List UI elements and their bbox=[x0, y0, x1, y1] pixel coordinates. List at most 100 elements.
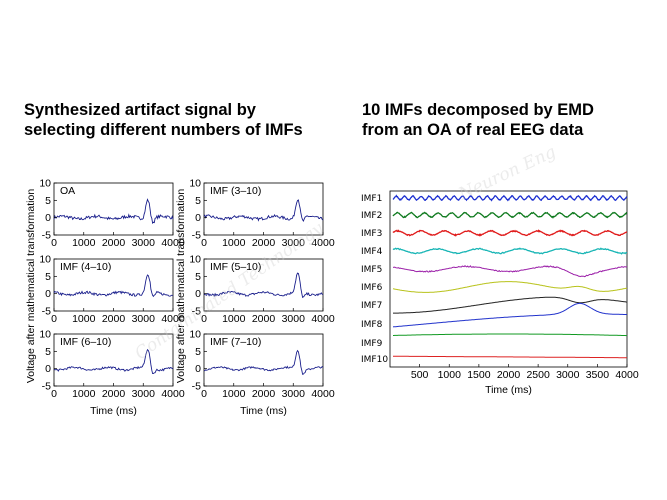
y-axis-label: Voltage after mathematical transformatio… bbox=[175, 189, 187, 384]
y-tick-label: 10 bbox=[189, 254, 201, 266]
panel-frame bbox=[203, 182, 324, 236]
y-tick-label: 5 bbox=[195, 271, 201, 283]
x-tick-label: 2000 bbox=[102, 388, 126, 400]
imf-series-label: IMF1 bbox=[361, 194, 382, 204]
panel-label: IMF (3–10) bbox=[210, 185, 261, 197]
x-tick-label: 3000 bbox=[132, 313, 156, 325]
x-tick-label: 3000 bbox=[132, 237, 156, 249]
imf-series-9 bbox=[393, 333, 627, 337]
panel-frame bbox=[203, 258, 324, 312]
panel-label: IMF (4–10) bbox=[60, 261, 111, 273]
x-tick-label: 2000 bbox=[252, 313, 276, 325]
panel-label: IMF (7–10) bbox=[210, 336, 261, 348]
panel-frame bbox=[53, 182, 174, 236]
x-tick-label: 1000 bbox=[222, 237, 246, 249]
y-tick-label: 0 bbox=[195, 212, 201, 224]
panel-frame bbox=[203, 333, 324, 387]
x-tick-label: 3000 bbox=[282, 388, 306, 400]
x-tick-label: 2500 bbox=[526, 369, 550, 381]
right-heading: 10 IMFs decomposed by EMD from an OA of … bbox=[362, 100, 594, 140]
x-tick-label: 1000 bbox=[72, 313, 96, 325]
x-tick-label: 3000 bbox=[282, 313, 306, 325]
imf-series-8 bbox=[392, 302, 628, 328]
x-tick-label: 4000 bbox=[311, 313, 335, 325]
x-tick-label: 0 bbox=[201, 237, 207, 249]
y-tick-label: 10 bbox=[39, 254, 51, 266]
x-tick-label: 1000 bbox=[222, 388, 246, 400]
left-heading-line-2: selecting different numbers of IMFs bbox=[24, 121, 303, 139]
x-axis-label: Time (ms) bbox=[485, 384, 532, 396]
y-tick-label: 10 bbox=[39, 178, 51, 190]
imf-series-7 bbox=[393, 296, 628, 314]
y-tick-label: 0 bbox=[45, 363, 51, 375]
imf-series-1 bbox=[392, 194, 628, 202]
y-tick-label: 5 bbox=[45, 271, 51, 283]
x-tick-label: 3000 bbox=[556, 369, 580, 381]
y-tick-label: -5 bbox=[42, 306, 51, 318]
panel-label: IMF (5–10) bbox=[210, 261, 261, 273]
x-tick-label: 4000 bbox=[311, 237, 335, 249]
x-tick-label: 1500 bbox=[467, 369, 491, 381]
x-tick-label: 3000 bbox=[132, 388, 156, 400]
right-heading-line-2: from an OA of real EEG data bbox=[362, 121, 584, 139]
x-tick-label: 3500 bbox=[586, 369, 610, 381]
x-axis-label: Time (ms) bbox=[90, 405, 137, 417]
y-axis-label: Voltage after mathematical transformatio… bbox=[25, 189, 37, 384]
imf-series-label: IMF8 bbox=[361, 320, 383, 330]
x-tick-label: 4000 bbox=[161, 237, 185, 249]
x-tick-label: 2000 bbox=[497, 369, 521, 381]
imf-frame bbox=[389, 190, 628, 368]
x-tick-label: 4000 bbox=[161, 313, 185, 325]
x-tick-label: 1000 bbox=[222, 313, 246, 325]
y-tick-label: -5 bbox=[192, 381, 201, 393]
x-tick-label: 2000 bbox=[102, 313, 126, 325]
y-tick-label: 0 bbox=[45, 288, 51, 300]
y-tick-label: 10 bbox=[189, 329, 201, 341]
imf-series-6 bbox=[392, 281, 628, 293]
y-tick-label: -5 bbox=[192, 306, 201, 318]
y-tick-label: 5 bbox=[45, 346, 51, 358]
imf-series-label: IMF2 bbox=[361, 211, 382, 221]
x-tick-label: 4000 bbox=[161, 388, 185, 400]
x-tick-label: 0 bbox=[201, 313, 207, 325]
imf-series-2 bbox=[392, 211, 628, 219]
trace-line bbox=[53, 274, 174, 298]
imf-series-label: IMF9 bbox=[361, 339, 383, 349]
right-chart-imfs: IMF1 IMF2 IMF3 IMF4 IMF5 IMF6 IMF7 IMF8 IMF9 IMF1… bbox=[361, 190, 639, 396]
trace-line bbox=[203, 199, 324, 222]
x-tick-label: 1000 bbox=[72, 388, 96, 400]
x-tick-label: 0 bbox=[201, 388, 207, 400]
x-axis-label: Time (ms) bbox=[240, 405, 287, 417]
x-tick-label: 0 bbox=[51, 237, 57, 249]
panel-frame bbox=[53, 258, 174, 312]
trace-line bbox=[53, 198, 174, 225]
y-tick-label: 0 bbox=[195, 288, 201, 300]
y-tick-label: 10 bbox=[39, 329, 51, 341]
y-tick-label: 10 bbox=[189, 178, 201, 190]
x-tick-label: 2000 bbox=[252, 237, 276, 249]
imf-series-label: IMF4 bbox=[361, 247, 383, 257]
y-tick-label: -5 bbox=[192, 230, 201, 242]
x-tick-label: 2000 bbox=[102, 237, 126, 249]
x-tick-label: 2000 bbox=[252, 388, 276, 400]
imf-series-label: IMF3 bbox=[361, 229, 382, 239]
x-tick-label: 0 bbox=[51, 313, 57, 325]
x-tick-label: 500 bbox=[411, 369, 429, 381]
x-tick-label: 4000 bbox=[615, 369, 639, 381]
left-heading-line-1: Synthesized artifact signal by bbox=[24, 101, 256, 119]
panel-frame bbox=[53, 333, 174, 387]
imf-series-10 bbox=[393, 355, 627, 359]
panel-label: OA bbox=[60, 185, 75, 197]
y-tick-label: 5 bbox=[45, 195, 51, 207]
imf-series-label: IMF5 bbox=[361, 265, 382, 275]
x-tick-label: 4000 bbox=[311, 388, 335, 400]
trace-line bbox=[203, 272, 324, 299]
trace-line bbox=[204, 349, 324, 375]
